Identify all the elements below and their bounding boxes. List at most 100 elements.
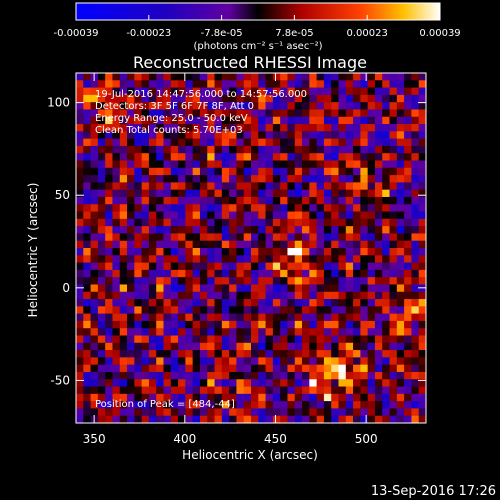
heatmap-cell <box>199 109 208 118</box>
heatmap-cell <box>251 320 259 329</box>
heatmap-cell <box>141 204 150 212</box>
heatmap-cell <box>148 218 157 227</box>
heatmap-cell <box>199 189 208 198</box>
heatmap-cell <box>207 299 215 307</box>
heatmap-cell <box>287 284 296 293</box>
heatmap-cell <box>258 335 266 344</box>
heatmap-cell <box>418 87 427 96</box>
heatmap-cell <box>280 277 288 285</box>
heatmap-cell <box>192 226 201 234</box>
heatmap-cell <box>229 415 237 424</box>
heatmap-cell <box>316 386 325 395</box>
heatmap-cell <box>345 80 354 88</box>
heatmap-cell <box>112 313 121 322</box>
colorbar-tick-label: -0.00039 <box>54 28 99 39</box>
heatmap-cell <box>374 211 383 220</box>
heatmap-cell <box>338 328 347 336</box>
heatmap-cell <box>389 138 398 147</box>
heatmap-cell <box>331 299 339 307</box>
heatmap-cell <box>258 189 266 198</box>
heatmap-cell <box>199 196 208 205</box>
heatmap-cell <box>302 226 310 234</box>
heatmap-cell <box>119 73 128 81</box>
heatmap-cell <box>258 167 266 176</box>
heatmap-cell <box>105 226 113 234</box>
heatmap-cell <box>112 124 121 132</box>
heatmap-cell <box>192 284 201 293</box>
heatmap-cell <box>243 335 252 344</box>
heatmap-cell <box>418 240 427 249</box>
heatmap-cell <box>265 401 274 409</box>
heatmap-cell <box>105 240 113 249</box>
heatmap-cell <box>243 371 252 380</box>
heatmap-cell <box>148 116 157 125</box>
heatmap-cell <box>134 262 142 271</box>
heatmap-cell <box>323 371 332 380</box>
heatmap-cell <box>156 138 164 147</box>
heatmap-cell <box>389 167 398 176</box>
heatmap-cell <box>163 73 172 81</box>
heatmap-cell <box>141 379 150 387</box>
heatmap-cell <box>338 94 347 103</box>
heatmap-cell <box>127 94 135 103</box>
heatmap-cell <box>287 313 296 322</box>
heatmap-cell <box>265 342 274 351</box>
heatmap-cell <box>207 415 215 424</box>
heatmap-cell <box>141 269 150 278</box>
heatmap-cell <box>119 299 128 307</box>
heatmap-cell <box>316 306 325 314</box>
heatmap-cell <box>90 87 99 96</box>
heatmap-cell <box>287 153 296 161</box>
heatmap-cell <box>76 189 84 198</box>
heatmap-cell <box>229 160 237 169</box>
heatmap-cell <box>127 233 135 242</box>
heatmap-cell <box>127 284 135 293</box>
heatmap-cell <box>105 248 113 256</box>
heatmap-cell <box>178 248 186 256</box>
heatmap-cell <box>316 255 325 263</box>
heatmap-cell <box>97 306 106 314</box>
heatmap-cell <box>418 211 427 220</box>
heatmap-cell <box>148 233 157 242</box>
heatmap-cell <box>170 182 179 190</box>
heatmap-cell <box>382 408 390 417</box>
heatmap-cell <box>163 371 172 380</box>
heatmap-cell <box>280 269 288 278</box>
heatmap-cell <box>353 145 361 154</box>
heatmap-cell <box>76 371 84 380</box>
heatmap-cell <box>280 226 288 234</box>
heatmap-cell <box>134 350 142 358</box>
heatmap-cell <box>127 357 135 365</box>
heatmap-cell <box>382 248 390 256</box>
heatmap-cell <box>294 204 303 212</box>
heatmap-cell <box>411 124 420 132</box>
heatmap-cell <box>294 87 303 96</box>
heatmap-cell <box>323 313 332 322</box>
heatmap-cell <box>258 299 266 307</box>
heatmap-cell <box>272 218 281 227</box>
heatmap-cell <box>338 379 347 387</box>
heatmap-cell <box>207 204 215 212</box>
heatmap-cell <box>331 313 339 322</box>
heatmap-cell <box>382 80 390 88</box>
heatmap-cell <box>119 371 128 380</box>
heatmap-cell <box>83 393 91 402</box>
heatmap-cell <box>331 386 339 395</box>
heatmap-cell <box>76 386 84 395</box>
heatmap-cell <box>76 102 84 110</box>
heatmap-cell <box>148 291 157 300</box>
heatmap-cell <box>280 262 288 271</box>
heatmap-cell <box>411 102 420 110</box>
heatmap-cell <box>90 350 99 358</box>
heatmap-cell <box>323 350 332 358</box>
heatmap-cell <box>396 371 405 380</box>
heatmap-cell <box>411 371 420 380</box>
heatmap-cell <box>97 218 106 227</box>
heatmap-cell <box>323 138 332 147</box>
heatmap-cell <box>185 80 193 88</box>
heatmap-cell <box>90 94 99 103</box>
heatmap-cell <box>323 262 332 271</box>
heatmap-cell <box>112 255 121 263</box>
heatmap-cell <box>287 233 296 242</box>
heatmap-cell <box>280 153 288 161</box>
